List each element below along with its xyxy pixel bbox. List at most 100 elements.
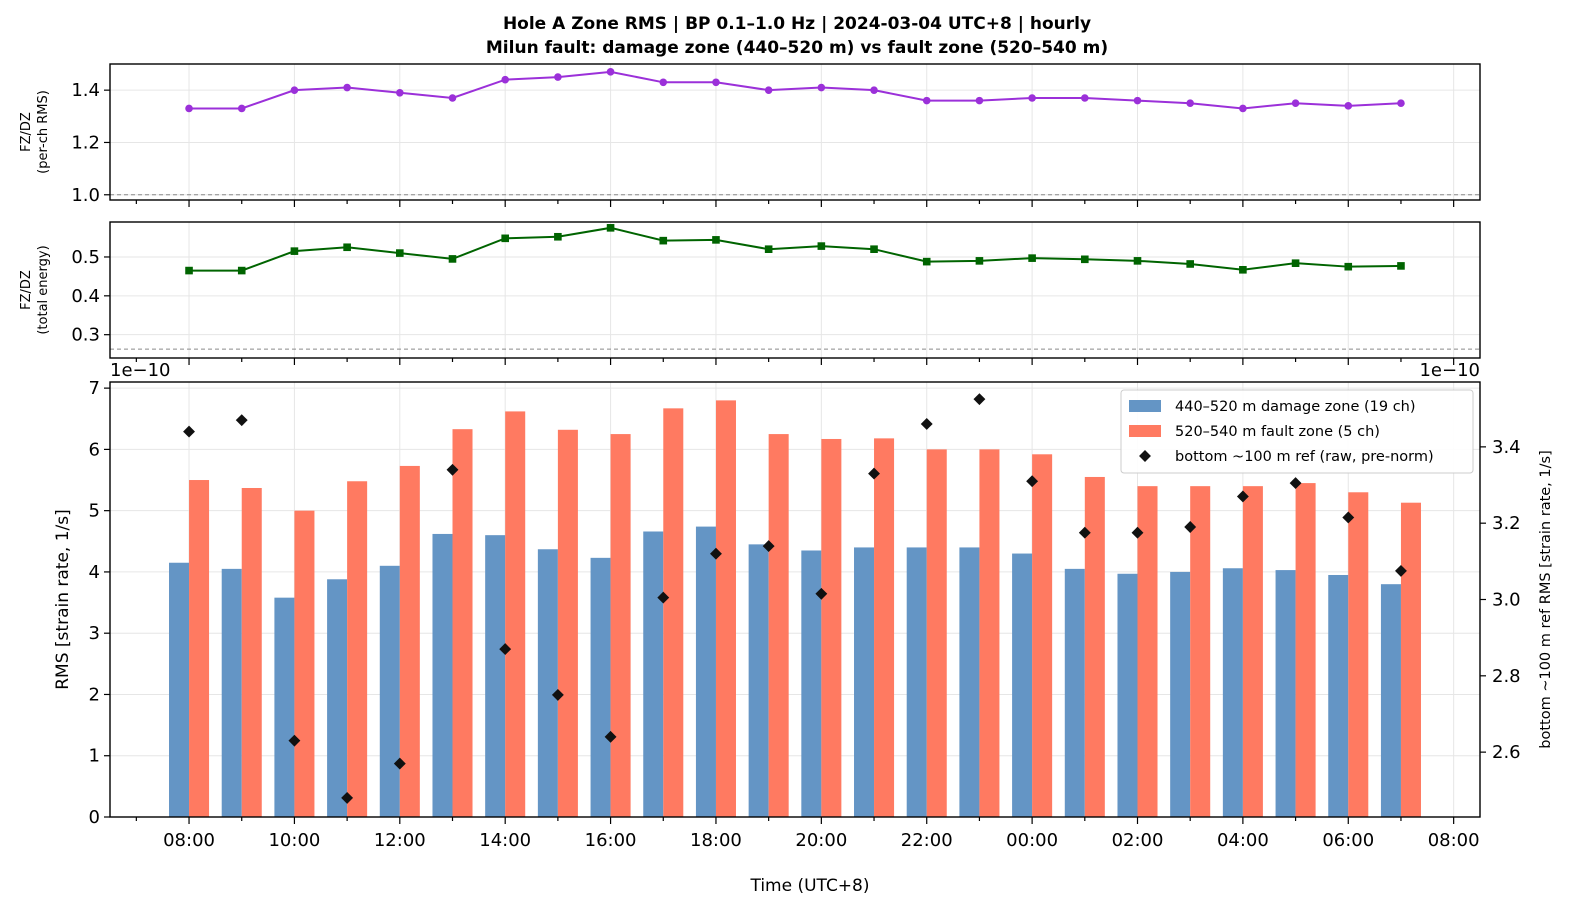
y-tick-label: 1.0 <box>71 185 100 206</box>
reference-diamond <box>183 425 195 438</box>
reference-diamond <box>920 418 933 430</box>
ratio-point <box>185 266 193 275</box>
ratio-point <box>922 257 931 266</box>
x-tick-label: 22:00 <box>901 830 953 851</box>
damage-zone-bar <box>327 579 348 817</box>
right-y-axis-label: bottom ~100 m ref RMS [strain rate, 1/s] <box>1538 450 1554 748</box>
panel-frame <box>109 381 1481 818</box>
ratio-point <box>1186 260 1194 268</box>
ratio-point <box>1081 94 1089 102</box>
right-y-tick-label: 3.4 <box>1492 437 1521 458</box>
legend-entry-label: 520–540 m fault zone (5 ch) <box>1175 424 1380 440</box>
x-tick-label: 16:00 <box>585 830 637 851</box>
legend: 440–520 m damage zone (19 ch) 520–540 m f… <box>1120 389 1474 474</box>
ratio-point <box>1081 255 1089 264</box>
y-axis-label-line1: FZ/DZ <box>19 270 34 310</box>
ratio-point <box>1028 94 1036 102</box>
reference-diamond <box>973 393 986 406</box>
rms-bar-panel: 0 1 2 3 4 5 6 7 2.6 2.8 3.0 3.2 3.4 08:00 10:00 12:00 14… <box>53 360 1554 851</box>
x-tick-label: 20:00 <box>795 830 847 851</box>
ratio-point <box>396 249 404 257</box>
right-y-tick-label: 3.0 <box>1492 590 1521 611</box>
legend-swatch <box>1129 400 1161 412</box>
fault-zone-bar <box>1032 454 1053 817</box>
fault-zone-bar <box>1137 486 1158 817</box>
x-tick-label: 08:00 <box>163 830 215 851</box>
x-tick-label: 06:00 <box>1322 830 1374 851</box>
ratio-point <box>396 88 404 97</box>
fault-zone-bar <box>1400 502 1421 817</box>
ratio-point <box>237 104 246 113</box>
ratio-point <box>1397 99 1405 108</box>
fault-zone-bar <box>926 449 947 817</box>
ratio-point <box>975 96 984 105</box>
fault-zone-bar <box>505 411 526 817</box>
ratio-point <box>448 94 457 102</box>
damage-zone-bar <box>221 568 242 817</box>
damage-zone-bar <box>959 547 980 817</box>
fault-zone-bar <box>610 434 631 817</box>
ratio-point <box>817 83 826 92</box>
ratio-point <box>448 255 457 263</box>
ratio-point <box>659 236 668 245</box>
ratio-point <box>712 78 720 87</box>
damage-zone-bar <box>1380 584 1401 817</box>
fault-zone-bar <box>768 434 789 817</box>
damage-zone-bar <box>748 544 769 817</box>
damage-zone-bar <box>379 565 400 817</box>
damage-zone-bar <box>1012 553 1033 817</box>
ratio-series-line <box>189 226 1401 272</box>
ratio-point <box>343 243 351 252</box>
reference-diamond <box>288 734 301 747</box>
ratio-point <box>501 75 509 84</box>
ratio-point <box>554 73 562 81</box>
reference-diamond <box>868 467 880 480</box>
right-y-tick-label: 2.8 <box>1492 666 1521 687</box>
damage-zone-bar <box>1222 568 1243 817</box>
damage-zone-bar <box>906 547 927 817</box>
y-tick-label: 4 <box>89 562 100 583</box>
fault-zone-bar <box>979 449 1000 817</box>
scale-label-right: 1e−10 <box>1419 360 1480 381</box>
damage-zone-bar <box>1117 573 1138 817</box>
ratio-point <box>501 234 509 243</box>
damage-zone-bar <box>854 547 875 817</box>
reference-diamond <box>446 463 459 476</box>
ratio-point <box>606 68 615 76</box>
fault-zone-bar <box>1084 476 1105 817</box>
ratio-point <box>870 245 878 253</box>
ratio-point <box>237 266 246 275</box>
ratio-series-line <box>189 70 1402 110</box>
ratio-total-energy-panel: 0.3 0.4 0.5 FZ/DZ (total energy) <box>19 221 1481 365</box>
damage-zone-bar <box>274 597 295 817</box>
reference-diamond <box>657 591 670 604</box>
fault-zone-bar <box>821 438 842 817</box>
ratio-point <box>975 257 984 265</box>
ratio-point <box>185 104 193 113</box>
y-tick-label: 3 <box>89 623 100 644</box>
ratio-point <box>1344 262 1353 271</box>
ratio-point <box>606 224 615 232</box>
y-tick-label: 6 <box>89 439 100 460</box>
fault-zone-bar <box>1242 486 1263 817</box>
y-tick-label: 7 <box>89 378 100 399</box>
x-tick-label: 12:00 <box>374 830 426 851</box>
damage-zone-bar <box>801 550 822 817</box>
fault-zone-bar <box>1190 486 1211 817</box>
ratio-per-channel-panel: 1.0 1.2 1.4 FZ/DZ (per-ch RMS) <box>19 63 1481 207</box>
y-tick-label: 1.2 <box>71 132 100 153</box>
x-tick-label: 18:00 <box>690 830 742 851</box>
damage-zone-bar <box>695 526 716 817</box>
ratio-point <box>764 245 773 253</box>
damage-zone-bar <box>169 562 190 817</box>
ratio-point <box>554 232 562 241</box>
ratio-point <box>1397 262 1405 270</box>
ratio-point <box>1344 102 1353 110</box>
damage-zone-bar <box>1275 570 1296 817</box>
x-tick-label: 10:00 <box>268 830 320 851</box>
ratio-point <box>922 96 931 105</box>
chart-title-line1: Hole A Zone RMS | BP 0.1–1.0 Hz | 2024-0… <box>503 14 1091 34</box>
damage-zone-bar <box>1328 574 1349 817</box>
ratio-point <box>1239 265 1247 274</box>
reference-diamond <box>1395 564 1407 577</box>
